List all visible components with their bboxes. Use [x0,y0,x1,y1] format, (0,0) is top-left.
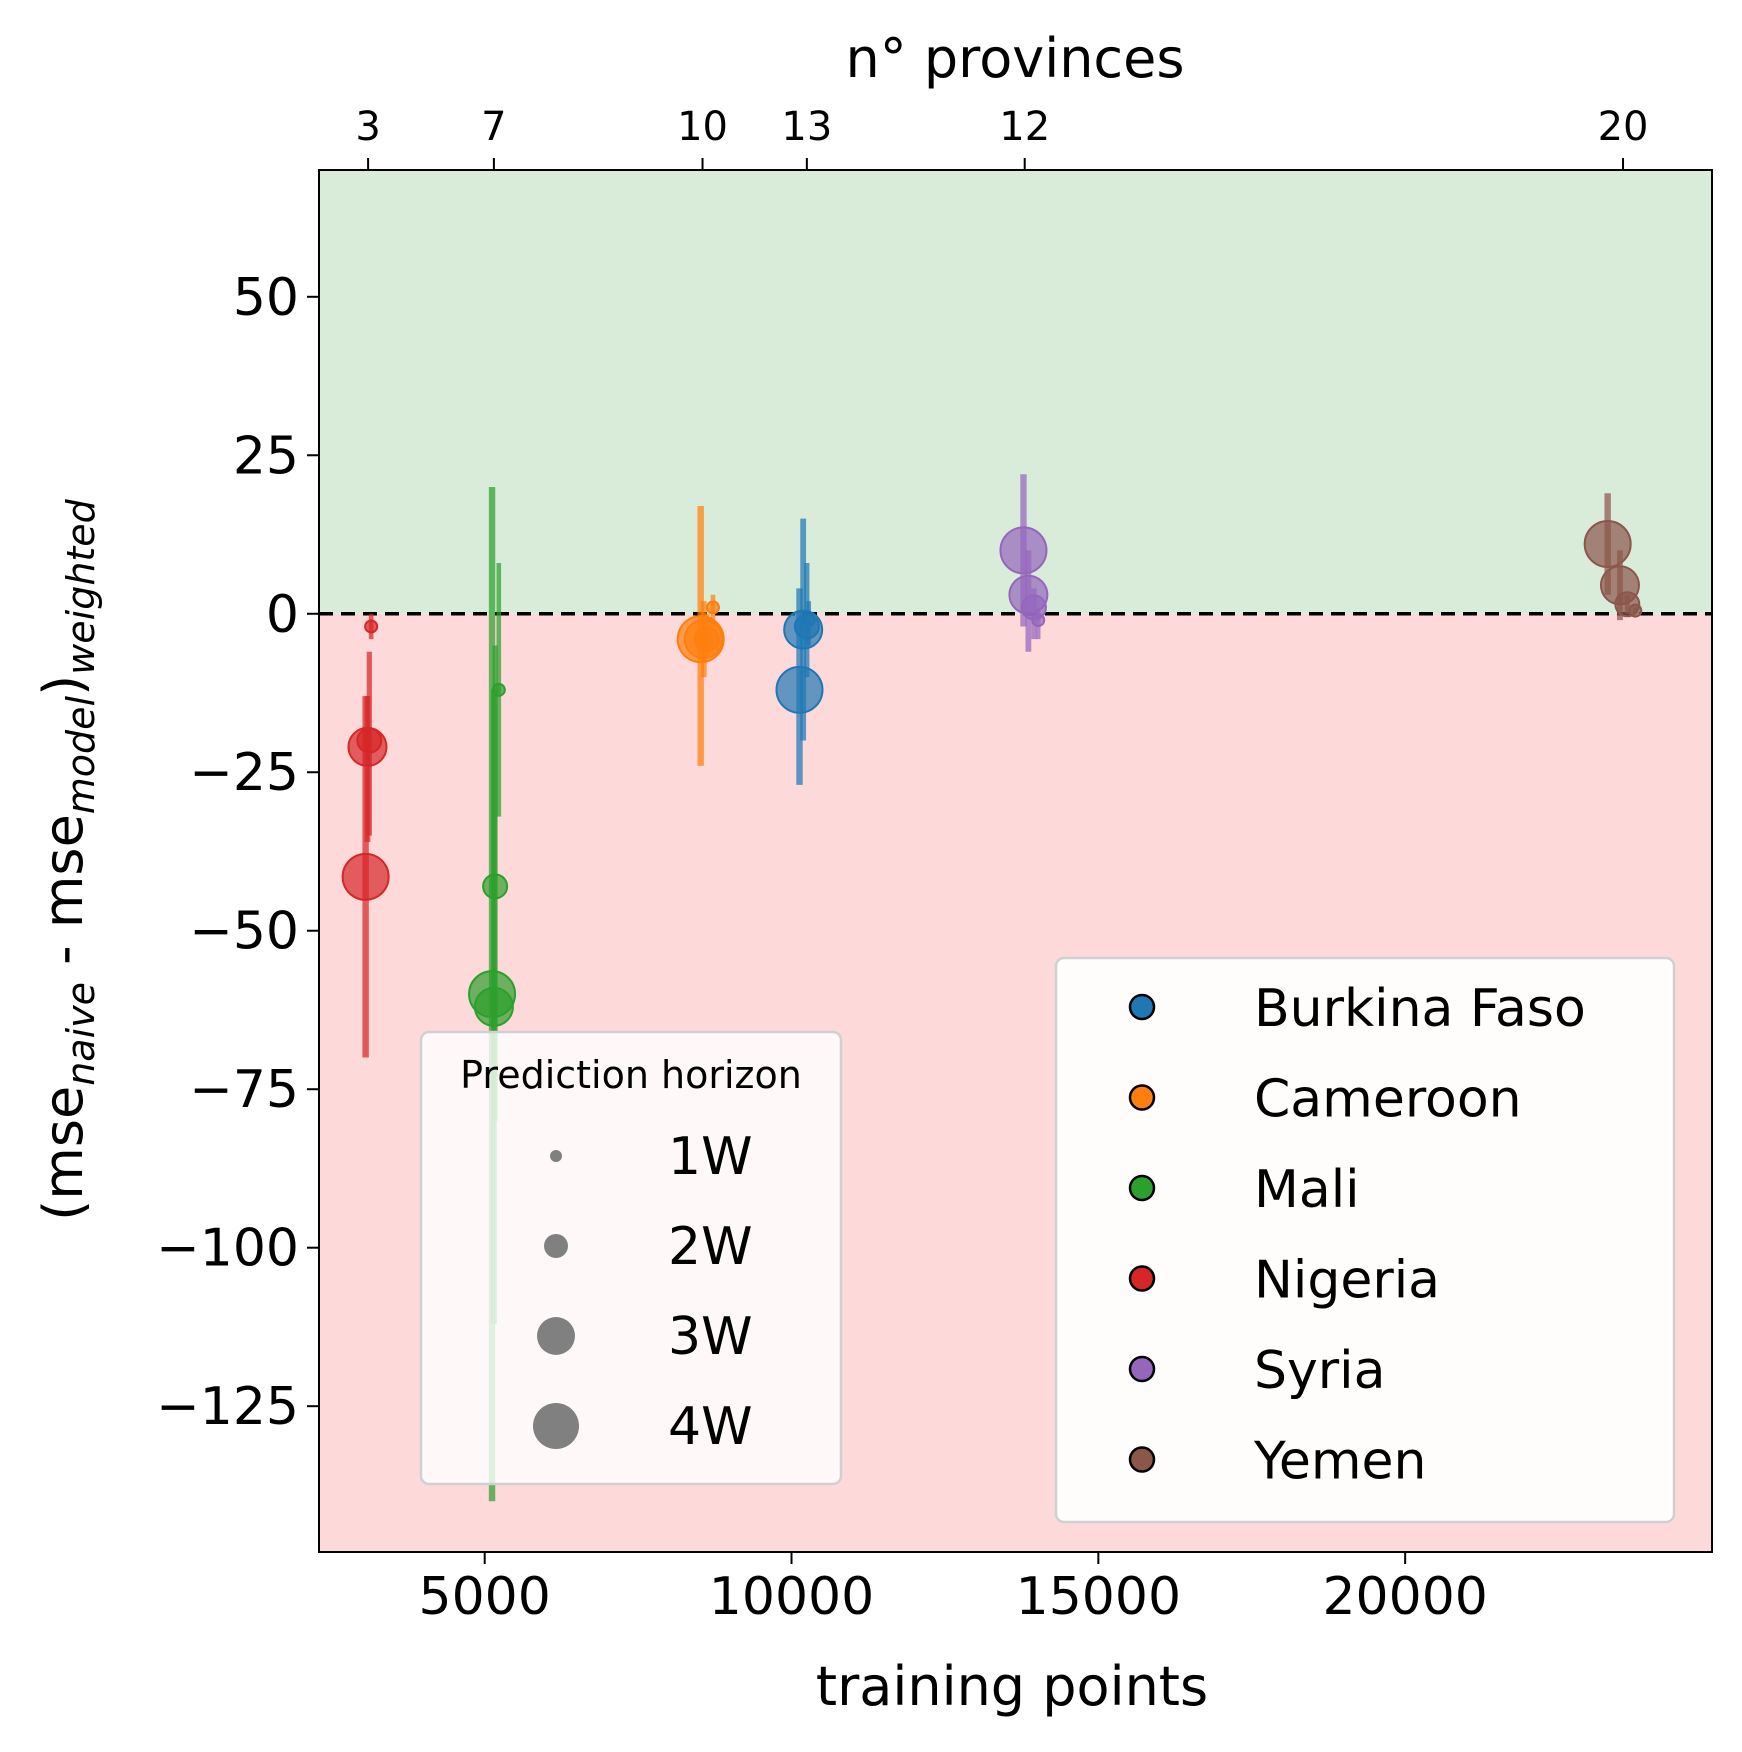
top-tick-label: 13 [781,104,832,150]
y-label-sub-weighted: weighted [59,498,103,674]
data-point [693,626,720,653]
y-label-part: ) [32,675,95,696]
y-tick-label: −50 [189,902,299,962]
country-legend-marker [1128,1174,1156,1202]
x-tick-label: 5000 [419,1567,551,1627]
x-axis-label: training points [816,1655,1208,1718]
country-legend-box [1054,956,1676,1524]
data-point [364,619,379,634]
size-legend-label: 2W [668,1217,753,1277]
top-tick-label: 20 [1598,104,1649,150]
data-point [775,665,824,714]
top-tick-label: 10 [677,104,728,150]
y-label-sub-naive: naive [59,982,103,1086]
data-point [801,613,816,628]
size-legend-marker [537,1317,575,1355]
y-tick-label: −125 [156,1377,299,1437]
data-point [1583,520,1632,569]
top-tick-label: 12 [999,104,1050,150]
data-point [341,852,390,901]
y-tick-label: −75 [189,1060,299,1120]
y-tick-label: 0 [266,585,299,645]
size-legend-label: 4W [668,1397,753,1457]
top-tick-label: 7 [481,104,506,150]
plot-frame [318,169,1713,1553]
country-legend-label: Yemen [1253,1432,1426,1492]
country-legend-label: Nigeria [1254,1251,1440,1311]
data-marks [341,474,1643,1502]
data-point [999,526,1048,575]
y-label-sub-model: model [59,695,103,814]
data-point [482,873,509,900]
country-legend-marker [1128,1265,1156,1292]
top-tick-label: 3 [355,104,380,150]
y-tick-label: 50 [233,268,299,328]
country-legend-entries: Burkina Faso Cameroon Mali Nigeria Syria Yeme… [1128,979,1586,1492]
size-legend-box [419,1030,843,1486]
size-legend-title: Prediction horizon [460,1053,802,1097]
data-point [356,727,383,754]
y-tick-label: −25 [189,743,299,803]
top-axis-ticks: 3 7 10 13 12 20 [355,104,1648,170]
country-legend-marker [1128,1446,1156,1473]
size-legend-marker [550,1150,562,1162]
country-legend-label: Syria [1254,1341,1385,1401]
data-point [705,600,720,615]
x-tick-label: 20000 [1322,1567,1487,1627]
top-axis-label: n° provinces [846,27,1185,90]
y-tick-label: 25 [233,426,299,486]
data-point [1031,613,1046,628]
country-legend-marker [1128,993,1156,1021]
x-tick-label: 10000 [709,1567,874,1627]
y-label-part: (mse [32,1086,95,1221]
y-label-part: - mse [32,814,95,982]
country-legend-marker [1128,1355,1156,1383]
data-point [1628,603,1643,618]
size-legend: Prediction horizon 1W 2W 3W 4W [419,1030,843,1486]
country-legend-label: Cameroon [1254,1070,1522,1130]
country-legend: Burkina Faso Cameroon Mali Nigeria Syria Yeme… [1054,956,1676,1524]
x-tick-label: 15000 [1016,1567,1181,1627]
size-legend-marker [533,1403,579,1449]
data-point [491,682,506,697]
y-axis-label: (msenaive - msemodel)weighted [32,498,103,1221]
country-legend-label: Mali [1254,1160,1360,1220]
size-legend-marker [544,1234,568,1258]
y-axis-ticks: 50 25 0 −25 −50 −75 −100 −125 [156,268,319,1437]
size-legend-label: 1W [668,1127,753,1187]
x-axis-ticks: 5000 10000 15000 20000 [419,1552,1488,1627]
country-legend-marker [1128,1084,1156,1111]
country-legend-label: Burkina Faso [1254,979,1586,1039]
size-legend-label: 3W [668,1307,753,1367]
data-point [473,986,514,1027]
size-legend-entries: 1W 2W 3W 4W [533,1127,753,1457]
y-tick-label: −100 [156,1219,299,1279]
